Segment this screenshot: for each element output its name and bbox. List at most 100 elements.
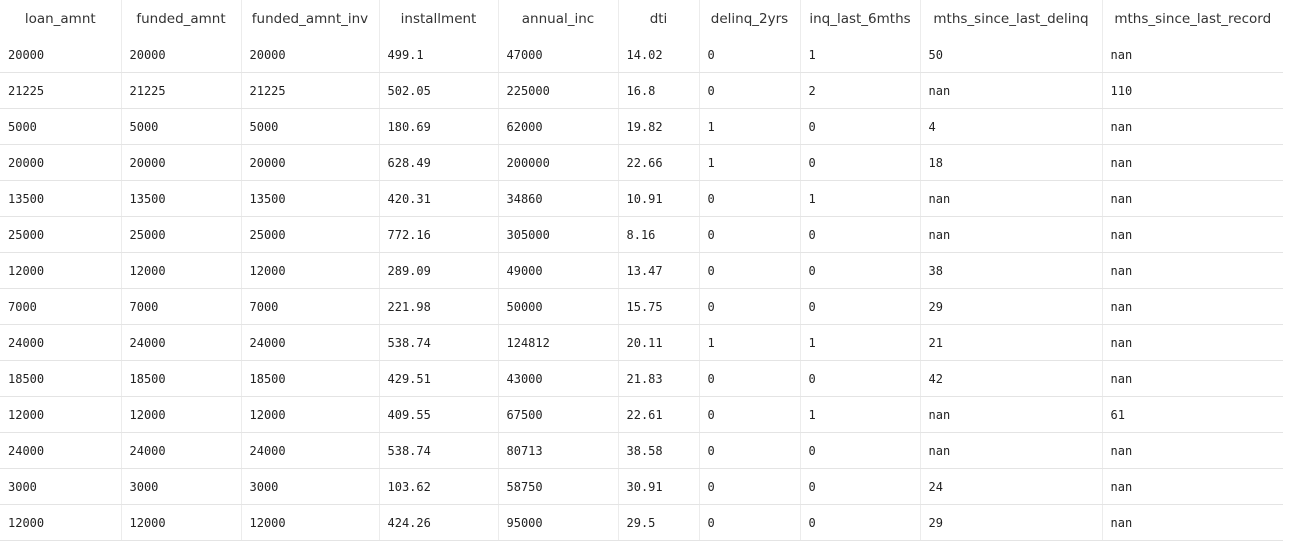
table-cell: 3000 [0, 468, 122, 505]
table-cell: 221.98 [379, 288, 499, 325]
column-header[interactable]: mths_since_last_delinq [920, 0, 1103, 38]
table-cell: 25000 [0, 216, 122, 253]
table-row: 24000 24000 24000 538.74 124812 20.11 1 1 21 nan [0, 324, 1283, 361]
table-cell: 12000 [241, 504, 380, 541]
table-cell: 0 [800, 216, 921, 253]
table-cell: 18500 [241, 360, 380, 397]
column-header[interactable]: inq_last_6mths [800, 0, 921, 38]
table-cell: 25000 [121, 216, 242, 253]
table-cell: 110 [1102, 72, 1283, 109]
table-cell: nan [920, 180, 1103, 217]
table-cell: 0 [699, 252, 801, 289]
table-cell: nan [1102, 504, 1283, 541]
table-cell: 0 [699, 216, 801, 253]
table-cell: 42 [920, 360, 1103, 397]
table-cell: 7000 [121, 288, 242, 325]
table-cell: 24 [920, 468, 1103, 505]
table-cell: 24000 [121, 324, 242, 361]
table-cell: 80713 [498, 432, 619, 469]
column-header[interactable]: installment [379, 0, 499, 38]
table-cell: nan [1102, 108, 1283, 145]
table-cell: 12000 [241, 396, 380, 433]
table-cell: 124812 [498, 324, 619, 361]
table-cell: 0 [800, 504, 921, 541]
table-cell: nan [1102, 144, 1283, 181]
table-cell: 20000 [121, 144, 242, 181]
table-cell: 0 [800, 252, 921, 289]
table-cell: 7000 [0, 288, 122, 325]
table-cell: nan [920, 432, 1103, 469]
column-header[interactable]: dti [618, 0, 700, 38]
table-cell: 502.05 [379, 72, 499, 109]
table-cell: 18500 [0, 360, 122, 397]
table-cell: 21225 [241, 72, 380, 109]
table-cell: 3000 [241, 468, 380, 505]
table-cell: 0 [800, 144, 921, 181]
table-cell: 1 [699, 144, 801, 181]
column-header[interactable]: annual_inc [498, 0, 619, 38]
table-cell: 289.09 [379, 252, 499, 289]
table-cell: 15.75 [618, 288, 700, 325]
table-cell: 29 [920, 504, 1103, 541]
table-cell: 25000 [241, 216, 380, 253]
table-cell: 47000 [498, 38, 619, 73]
table-cell: 12000 [0, 252, 122, 289]
data-table: loan_amnt funded_amnt funded_amnt_inv insta… [0, 0, 1283, 541]
table-cell: nan [1102, 252, 1283, 289]
column-header[interactable]: mths_since_last_record [1114, 11, 1272, 27]
table-cell: 20000 [0, 38, 122, 73]
table-cell: 409.55 [379, 396, 499, 433]
column-header[interactable]: funded_amnt [121, 0, 242, 38]
table-cell: 95000 [498, 504, 619, 541]
table-cell: 50 [920, 38, 1103, 73]
table-cell: 0 [699, 38, 801, 73]
table-cell: 3000 [121, 468, 242, 505]
table-cell: 18500 [121, 360, 242, 397]
table-cell: 22.66 [618, 144, 700, 181]
table-cell: 7000 [241, 288, 380, 325]
table-cell: 1 [699, 108, 801, 145]
table-row: 25000 25000 25000 772.16 305000 8.16 0 0 nan nan [0, 216, 1283, 253]
column-header[interactable]: funded_amnt_inv [241, 0, 380, 38]
table-cell: 1 [800, 38, 921, 73]
table-cell: 424.26 [379, 504, 499, 541]
table-row: 12000 12000 12000 424.26 95000 29.5 0 0 29 nan [0, 504, 1283, 541]
table-cell: 12000 [0, 504, 122, 541]
table-cell: 5000 [241, 108, 380, 145]
table-cell: 0 [699, 72, 801, 109]
table-cell: 772.16 [379, 216, 499, 253]
table-cell: 58750 [498, 468, 619, 505]
table-cell: 30.91 [618, 468, 700, 505]
table-cell: 305000 [498, 216, 619, 253]
table-cell: 16.8 [618, 72, 700, 109]
table-cell: 43000 [498, 360, 619, 397]
table-cell: 0 [699, 432, 801, 469]
table-cell: 0 [800, 468, 921, 505]
table-row: 21225 21225 21225 502.05 225000 16.8 0 2 nan 110 [0, 72, 1283, 109]
table-cell: nan [1102, 288, 1283, 325]
table-cell: nan [1102, 38, 1283, 73]
column-header[interactable]: delinq_2yrs [699, 0, 801, 38]
table-cell: nan [920, 396, 1103, 433]
table-cell: nan [1102, 360, 1283, 397]
table-row: 7000 7000 7000 221.98 50000 15.75 0 0 29 nan [0, 288, 1283, 325]
table-cell: 12000 [121, 252, 242, 289]
table-cell: 2 [800, 72, 921, 109]
table-cell: 12000 [241, 252, 380, 289]
table-cell: 24000 [241, 432, 380, 469]
table-cell: 29.5 [618, 504, 700, 541]
table-cell: 21.83 [618, 360, 700, 397]
table-row: 20000 20000 20000 499.1 47000 14.02 0 1 50 nan [0, 38, 1283, 73]
table-cell: 225000 [498, 72, 619, 109]
table-cell: 34860 [498, 180, 619, 217]
column-header[interactable]: loan_amnt [0, 0, 122, 38]
table-cell: 429.51 [379, 360, 499, 397]
table-cell: 24000 [121, 432, 242, 469]
table-cell: 1 [800, 324, 921, 361]
table-cell: 20000 [241, 38, 380, 73]
table-cell: 8.16 [618, 216, 700, 253]
table-cell: 538.74 [379, 324, 499, 361]
table-cell: 0 [800, 288, 921, 325]
table-cell: nan [1102, 324, 1283, 361]
